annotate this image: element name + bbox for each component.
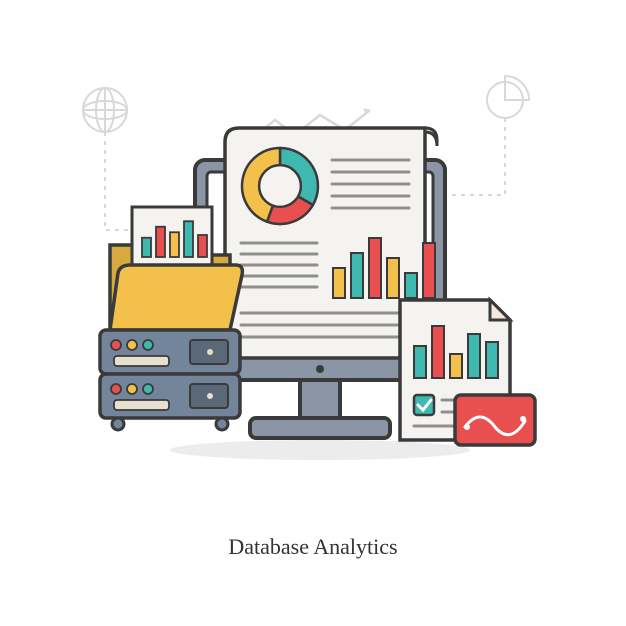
title-text: Database Analytics (0, 534, 626, 560)
illustration-canvas (0, 0, 626, 626)
